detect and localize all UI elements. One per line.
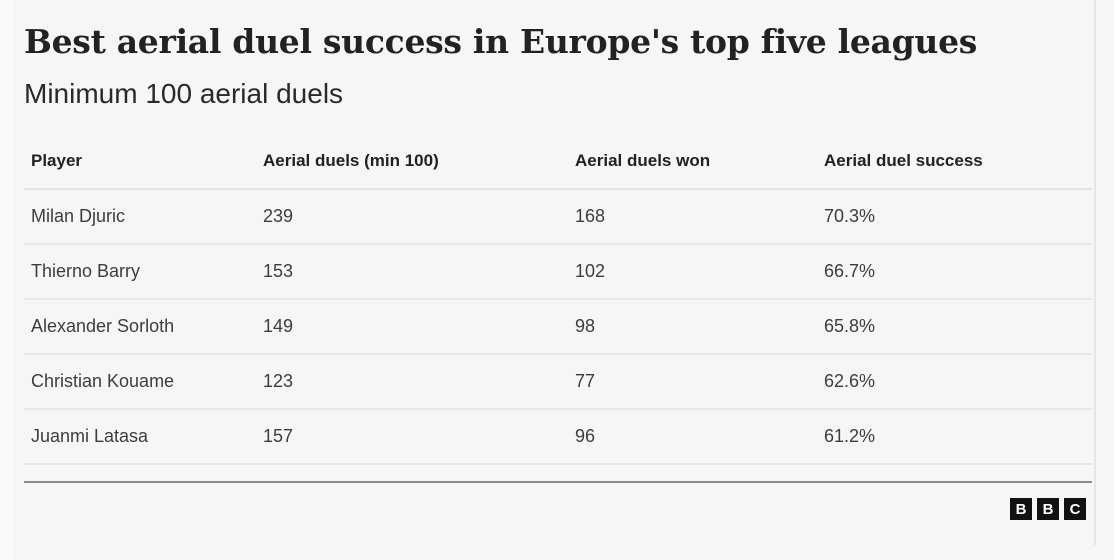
header-duels-won: Aerial duels won — [568, 133, 817, 190]
header-aerial-duels: Aerial duels (min 100) — [256, 133, 568, 190]
cell-aerial-duels: 149 — [256, 299, 568, 355]
cell-duels-won: 96 — [568, 409, 817, 465]
cell-duel-success: 66.7% — [817, 244, 1092, 300]
cell-duel-success: 61.2% — [817, 409, 1092, 465]
table-row: Thierno Barry 153 102 66.7% — [24, 244, 1092, 300]
footer-divider — [24, 481, 1092, 483]
left-margin — [0, 0, 14, 560]
header-duel-success: Aerial duel success — [817, 133, 1092, 190]
cell-duel-success: 62.6% — [817, 354, 1092, 410]
header-player: Player — [24, 133, 256, 190]
table-header-row: Player Aerial duels (min 100) Aerial due… — [24, 133, 1092, 190]
cell-duels-won: 102 — [568, 244, 817, 300]
cell-player: Juanmi Latasa — [24, 409, 256, 465]
bbc-logo-letter: B — [1010, 498, 1032, 520]
cell-duel-success: 65.8% — [817, 299, 1092, 355]
cell-duels-won: 98 — [568, 299, 817, 355]
table-row: Christian Kouame 123 77 62.6% — [24, 354, 1092, 410]
table-row: Milan Djuric 239 168 70.3% — [24, 189, 1092, 245]
stats-table: Player Aerial duels (min 100) Aerial due… — [24, 133, 1092, 465]
bbc-logo-letter: C — [1064, 498, 1086, 520]
table-row: Alexander Sorloth 149 98 65.8% — [24, 299, 1092, 355]
cell-aerial-duels: 239 — [256, 189, 568, 245]
bbc-logo: B B C — [1010, 498, 1086, 520]
cell-duel-success: 70.3% — [817, 189, 1092, 245]
cell-player: Christian Kouame — [24, 354, 256, 410]
cell-aerial-duels: 157 — [256, 409, 568, 465]
cell-aerial-duels: 123 — [256, 354, 568, 410]
cell-duels-won: 168 — [568, 189, 817, 245]
cell-player: Thierno Barry — [24, 244, 256, 300]
table-row: Juanmi Latasa 157 96 61.2% — [24, 409, 1092, 465]
chart-subtitle: Minimum 100 aerial duels — [24, 78, 344, 109]
cell-duels-won: 77 — [568, 354, 817, 410]
cell-player: Alexander Sorloth — [24, 299, 256, 355]
chart-title: Best aerial duel success in Europe's top… — [24, 22, 978, 61]
cell-player: Milan Djuric — [24, 189, 256, 245]
cell-aerial-duels: 153 — [256, 244, 568, 300]
bbc-logo-letter: B — [1037, 498, 1059, 520]
